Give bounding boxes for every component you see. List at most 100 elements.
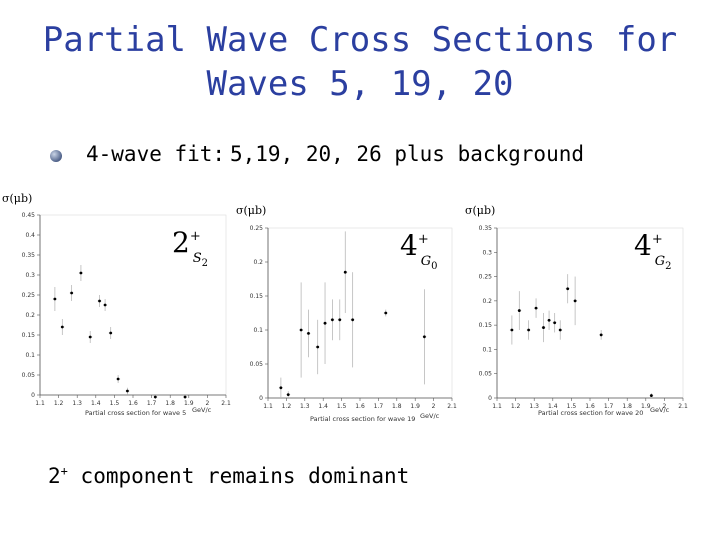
data-point (299, 328, 303, 332)
y-tick-label: 0.35 (479, 225, 493, 232)
x-tick-label: 1.6 (128, 400, 138, 407)
data-point (534, 306, 538, 310)
x-axis-label: GeV/c (420, 412, 440, 420)
data-point (316, 345, 320, 349)
data-point (384, 311, 388, 315)
y-tick-label: 0.2 (253, 259, 263, 266)
data-point (573, 299, 577, 303)
fit-label: 4-wave fit: (86, 142, 226, 166)
chart-panel-2: 1.1 1.2 1.3 1.4 1.5 1.6 1.7 1.8 1.9 2 2.1 0 0.05 0.1 0… (236, 204, 457, 423)
y-tick-label: 0 (259, 395, 263, 402)
data-point (307, 332, 310, 335)
title-line-1: Partial Wave Cross Sections for (42, 20, 678, 60)
y-tick-label: 0.3 (25, 272, 35, 279)
y-tick-label: 0 (488, 395, 492, 402)
data-point (53, 297, 57, 301)
data-point (183, 395, 187, 399)
data-point (103, 303, 107, 307)
data-point (60, 325, 64, 329)
x-tick-label: 1.8 (622, 403, 632, 410)
x-tick-label: 1.7 (147, 400, 157, 407)
x-tick-label: 2.1 (447, 403, 457, 410)
y-axis-label: σ(μb) (236, 204, 266, 217)
y-tick-label: 0.1 (482, 346, 492, 353)
x-tick-label: 1.2 (511, 403, 521, 410)
y-tick-label: 0.05 (250, 361, 264, 368)
data-point (553, 321, 557, 325)
data-point (331, 318, 334, 322)
state-label: 4+ G0 (400, 229, 438, 272)
x-tick-label: 1.4 (318, 403, 328, 410)
data-point (109, 331, 113, 335)
data-point (510, 328, 514, 332)
data-point (343, 270, 347, 274)
chart-caption: Partial cross section for wave 20 (538, 409, 643, 417)
x-tick-label: 1.1 (263, 403, 273, 410)
conclusion-lead: 2 (48, 464, 61, 488)
data-point (423, 335, 426, 339)
conclusion-body: component remains dominant (80, 464, 410, 488)
y-tick-label: 0.25 (250, 225, 264, 232)
x-axis-label: GeV/c (192, 406, 212, 414)
x-tick-label: 2.1 (678, 403, 688, 410)
x-tick-label: 2.1 (221, 400, 231, 407)
y-tick-label: 0.05 (22, 372, 36, 379)
chart-caption: Partial cross section for wave 5 (85, 409, 186, 417)
chart-panel-1: 1.1 1.2 1.3 1.4 1.5 1.6 1.7 1.8 1.9 2 2.1 0 0.05 0.1 0… (2, 192, 231, 417)
data-point (527, 328, 531, 332)
chart-panel-3: 1.1 1.2 1.3 1.4 1.5 1.6 1.7 1.8 1.9 2 2.1 0 0.05 0.1 0… (465, 204, 688, 417)
x-tick-label: 1.2 (282, 403, 292, 410)
chart-caption: Partial cross section for wave 19 (310, 415, 415, 423)
y-tick-label: 0.15 (250, 293, 264, 300)
data-point (558, 328, 562, 332)
x-tick-label: 1.3 (72, 400, 82, 407)
data-point (547, 318, 551, 322)
y-tick-label: 0.05 (479, 371, 493, 378)
data-point (323, 321, 327, 325)
y-tick-label: 0.3 (482, 249, 492, 256)
slide-title: Partial Wave Cross Sections for Waves 5,… (0, 18, 720, 106)
x-tick-label: 1.6 (355, 403, 365, 410)
x-tick-label: 1.9 (184, 400, 194, 407)
x-tick-label: 1.9 (410, 403, 420, 410)
x-tick-label: 1.5 (337, 403, 347, 410)
data-point (153, 395, 157, 399)
x-tick-label: 1.8 (392, 403, 402, 410)
title-line-2: Waves 5, 19, 20 (206, 64, 514, 104)
x-tick-label: 1.8 (165, 400, 175, 407)
x-tick-label: 1.1 (35, 400, 45, 407)
x-tick-label: 1.3 (300, 403, 310, 410)
data-point (279, 386, 283, 390)
data-point (599, 333, 603, 337)
data-point (126, 389, 129, 393)
data-point (649, 394, 653, 397)
state-label: 2+ S2 (172, 226, 208, 269)
x-tick-label: 1.7 (604, 403, 614, 410)
y-tick-label: 0.1 (25, 352, 35, 359)
x-tick-label: 1.7 (374, 403, 384, 410)
data-point (338, 318, 342, 322)
y-tick-label: 0.2 (25, 312, 35, 319)
state-label: 4+ G2 (634, 229, 672, 272)
y-axis-label: σ(μb) (465, 204, 495, 217)
y-tick-label: 0 (31, 392, 35, 399)
x-tick-label: 2 (205, 400, 209, 407)
x-tick-label: 1.4 (91, 400, 101, 407)
y-tick-label: 0.25 (22, 292, 36, 299)
x-tick-label: 1.2 (54, 400, 64, 407)
data-point (88, 335, 92, 339)
x-tick-label: 1.1 (492, 403, 502, 410)
conclusion-text: 2+ component remains dominant (48, 464, 409, 488)
y-tick-label: 0.45 (22, 212, 36, 219)
x-tick-label: 1.4 (548, 403, 558, 410)
data-point (566, 287, 570, 291)
data-point (351, 318, 355, 322)
data-point (79, 271, 83, 275)
x-axis-label: GeV/c (650, 406, 670, 414)
x-tick-label: 1.5 (567, 403, 577, 410)
x-tick-label: 2 (432, 403, 436, 410)
data-point (116, 377, 120, 381)
y-tick-label: 0.15 (22, 332, 36, 339)
y-tick-label: 0.15 (479, 322, 493, 329)
